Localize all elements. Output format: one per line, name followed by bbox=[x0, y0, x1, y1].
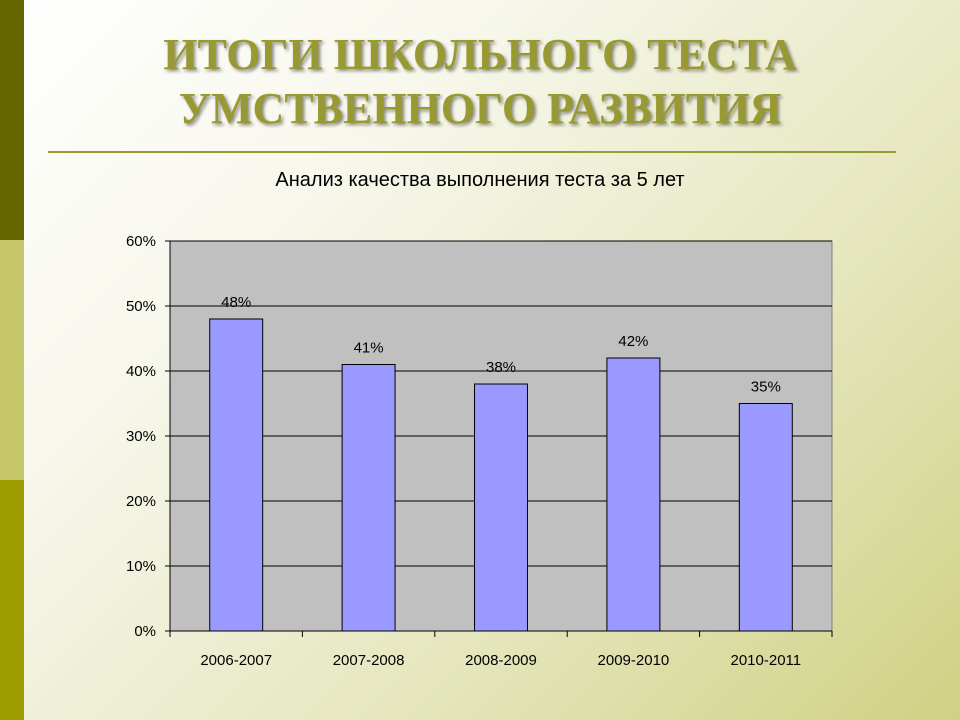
slide-title: ИТОГИ ШКОЛЬНОГО ТЕСТА УМСТВЕННОГО РАЗВИТ… bbox=[40, 28, 920, 136]
bar bbox=[341, 364, 396, 632]
chart-title: Анализ качества выполнения теста за 5 ле… bbox=[275, 169, 685, 191]
y-tick-label: 50% bbox=[126, 298, 156, 315]
side-accent-bar-top bbox=[0, 0, 24, 240]
y-tick-label: 40% bbox=[126, 363, 156, 380]
bar bbox=[606, 357, 661, 632]
data-labels: 48% 41% 38% 42% 35% bbox=[221, 294, 781, 396]
y-tick-label: 20% bbox=[126, 493, 156, 510]
slide-title-line-1: ИТОГИ ШКОЛЬНОГО ТЕСТА bbox=[163, 30, 797, 79]
y-tick-label: 10% bbox=[126, 558, 156, 575]
title-divider bbox=[48, 151, 896, 153]
x-tick-label: 2010-2011 bbox=[730, 652, 801, 669]
slide-title-line-2: УМСТВЕННОГО РАЗВИТИЯ bbox=[178, 84, 782, 133]
bar bbox=[209, 318, 264, 632]
y-axis-labels: 0% 10% 20% 30% 40% 50% 60% bbox=[126, 233, 156, 640]
x-tick-label: 2009-2010 bbox=[598, 652, 670, 669]
data-label: 35% bbox=[751, 379, 781, 396]
x-tick-label: 2007-2008 bbox=[333, 652, 405, 669]
data-label: 41% bbox=[354, 340, 384, 357]
y-tick-label: 30% bbox=[126, 428, 156, 445]
bars bbox=[209, 318, 793, 632]
side-accent-bar-bottom bbox=[0, 480, 24, 720]
bar bbox=[738, 403, 793, 632]
y-tick-label: 60% bbox=[126, 233, 156, 250]
data-label: 42% bbox=[618, 333, 648, 350]
x-tick-label: 2008-2009 bbox=[465, 652, 537, 669]
bar bbox=[474, 383, 528, 632]
side-accent-bar-middle bbox=[0, 240, 24, 480]
x-axis-labels: 2006-2007 2007-2008 2008-2009 2009-2010 2010… bbox=[200, 652, 801, 669]
x-tick-label: 2006-2007 bbox=[200, 652, 272, 669]
data-label: 38% bbox=[486, 359, 516, 376]
data-label: 48% bbox=[221, 294, 251, 311]
axes bbox=[165, 240, 833, 637]
y-tick-label: 0% bbox=[134, 623, 156, 640]
